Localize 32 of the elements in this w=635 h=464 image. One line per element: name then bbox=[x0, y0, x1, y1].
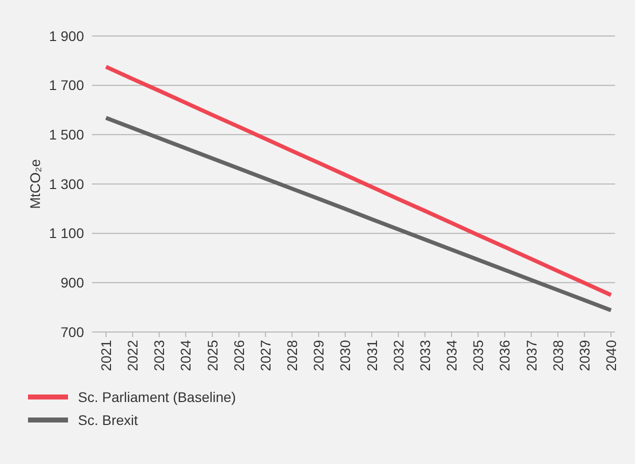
y-tick-label: 1 700 bbox=[48, 77, 84, 94]
x-tick-label: 2032 bbox=[390, 340, 406, 372]
x-tick-label: 2035 bbox=[470, 340, 486, 372]
y-tick-label: 900 bbox=[60, 274, 84, 291]
legend-label: Sc. Brexit bbox=[78, 412, 138, 428]
x-tick-label: 2026 bbox=[230, 340, 247, 372]
x-tick-label: 2028 bbox=[284, 340, 300, 372]
x-tick-label: 2031 bbox=[364, 340, 380, 372]
x-tick-label: 2022 bbox=[124, 340, 141, 372]
y-tick-label: 1 900 bbox=[48, 28, 84, 44]
x-tick-label: 2027 bbox=[257, 340, 274, 372]
y-tick-label: 1 100 bbox=[48, 225, 84, 242]
x-tick-label: 2036 bbox=[496, 340, 513, 372]
y-tick-label: 1 300 bbox=[48, 176, 84, 192]
y-axis-title: MtCO₂e bbox=[27, 158, 43, 209]
x-tick-label: 2023 bbox=[151, 340, 168, 372]
x-tick-label: 2033 bbox=[416, 340, 433, 372]
line-series bbox=[104, 64, 613, 297]
line-series bbox=[104, 116, 613, 312]
x-tick-label: 2029 bbox=[310, 340, 327, 372]
x-tick-label: 2025 bbox=[204, 340, 220, 372]
x-tick-label: 2034 bbox=[444, 340, 460, 372]
y-tick-label: 700 bbox=[60, 324, 84, 340]
x-tick-label: 2040 bbox=[603, 340, 619, 372]
x-tick-label: 2024 bbox=[178, 340, 194, 372]
legend-label: Sc. Parliament (Baseline) bbox=[78, 388, 236, 405]
x-tick-label: 2039 bbox=[576, 340, 592, 372]
y-tick-label: 1 500 bbox=[48, 126, 84, 143]
x-tick-label: 2021 bbox=[98, 340, 114, 372]
x-tick-label: 2038 bbox=[550, 340, 566, 372]
x-tick-label: 2030 bbox=[337, 340, 354, 372]
x-tick-label: 2037 bbox=[523, 340, 540, 372]
